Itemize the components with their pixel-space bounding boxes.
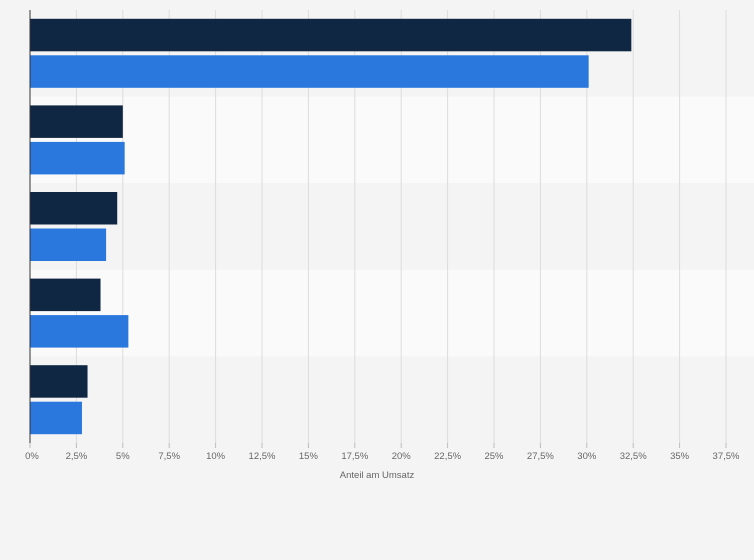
tick-label-8: 17,5% xyxy=(341,451,368,462)
bar-series-2-category-5 xyxy=(30,401,82,435)
tick-label-9: 20% xyxy=(392,451,412,462)
bar-series-1-category-4 xyxy=(30,278,101,312)
bars xyxy=(30,18,632,435)
category-band-4 xyxy=(30,269,754,357)
tick-label-11: 25% xyxy=(484,451,504,462)
tick-label-4: 7,5% xyxy=(158,451,180,462)
tick-label-5: 10% xyxy=(206,451,226,462)
bar-series-2-category-3 xyxy=(30,228,107,261)
bar-series-2-category-4 xyxy=(30,315,129,348)
tick-label-7: 15% xyxy=(299,451,319,462)
bar-series-1-category-5 xyxy=(30,365,88,398)
category-band-5 xyxy=(30,356,754,443)
bar-series-2-category-2 xyxy=(30,141,125,175)
category-band-2 xyxy=(30,96,754,184)
tick-label-12: 27,5% xyxy=(527,451,554,462)
bar-series-2-category-1 xyxy=(30,55,589,88)
category-band-3 xyxy=(30,183,754,270)
tick-label-3: 5% xyxy=(116,451,130,462)
tick-label-13: 30% xyxy=(577,451,597,462)
tick-label-15: 35% xyxy=(670,451,690,462)
bar-series-1-category-1 xyxy=(30,18,632,52)
x-axis-title: Anteil am Umsatz xyxy=(340,470,415,481)
tick-label-14: 32,5% xyxy=(620,451,647,462)
tick-label-10: 22,5% xyxy=(434,451,461,462)
tick-label-6: 12,5% xyxy=(249,451,276,462)
bar-series-1-category-3 xyxy=(30,192,118,225)
tick-label-16: 37,5% xyxy=(713,451,740,462)
x-axis-ticks: 0% 2,5% 5% 7,5% 10% 12,5% 15% 17,5% 20% 22,5% 25% 2… xyxy=(25,443,740,462)
tick-label-1: 0% xyxy=(25,451,39,462)
bar-series-1-category-2 xyxy=(30,105,123,138)
tick-label-2: 2,5% xyxy=(66,451,88,462)
